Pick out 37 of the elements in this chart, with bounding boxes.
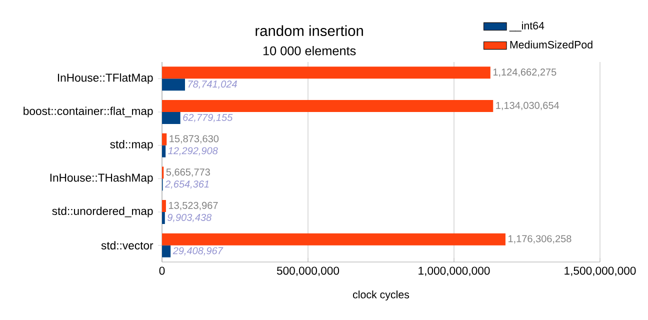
y-tick-label: std::map <box>110 140 153 151</box>
data-label: 62,779,155 <box>183 114 233 122</box>
data-label: 12,292,908 <box>168 147 218 156</box>
data-label: 78,741,024 <box>188 80 237 89</box>
x-tick-label: 500,000,000 <box>276 266 340 276</box>
legend-label: __int64 <box>509 22 544 32</box>
x-tick-label: 1,500,000,000 <box>564 266 636 276</box>
data-label: 15,873,630 <box>170 135 219 144</box>
bar <box>162 245 171 258</box>
bar <box>162 66 490 79</box>
y-tick-label: InHouse::TFlatMap <box>58 73 153 84</box>
data-label: 9,903,438 <box>168 214 212 222</box>
x-tick-label: 0 <box>159 266 165 275</box>
bar <box>162 100 494 112</box>
bar <box>162 78 185 91</box>
bar <box>162 112 180 124</box>
bar <box>162 233 506 246</box>
data-label: 29,408,967 <box>172 247 224 256</box>
data-label: 5,665,773 <box>166 168 210 177</box>
data-label: 2,654,361 <box>164 180 209 189</box>
y-tick-label: std::unordered_map <box>52 206 153 218</box>
data-label: 13,523,967 <box>168 202 218 210</box>
x-tick-label: 1,000,000,000 <box>418 266 490 276</box>
bar <box>162 212 165 224</box>
chart-subtitle: 10 000 elements <box>263 46 356 56</box>
y-tick-label: boost::container::flat_map <box>24 106 153 118</box>
y-tick-label: InHouse::THashMap <box>50 173 153 184</box>
bar <box>162 200 166 212</box>
data-label: 1,176,306,258 <box>508 235 572 244</box>
legend-label: MediumSizedPod <box>510 40 592 48</box>
bar <box>162 145 166 158</box>
data-label: 1,134,030,654 <box>496 102 560 110</box>
chart-title: random insertion <box>256 25 363 36</box>
data-label: 1,124,662,275 <box>493 68 556 77</box>
y-tick-label: std::vector <box>101 241 154 250</box>
x-axis-title: clock cycles <box>353 290 410 300</box>
bar <box>162 133 167 146</box>
